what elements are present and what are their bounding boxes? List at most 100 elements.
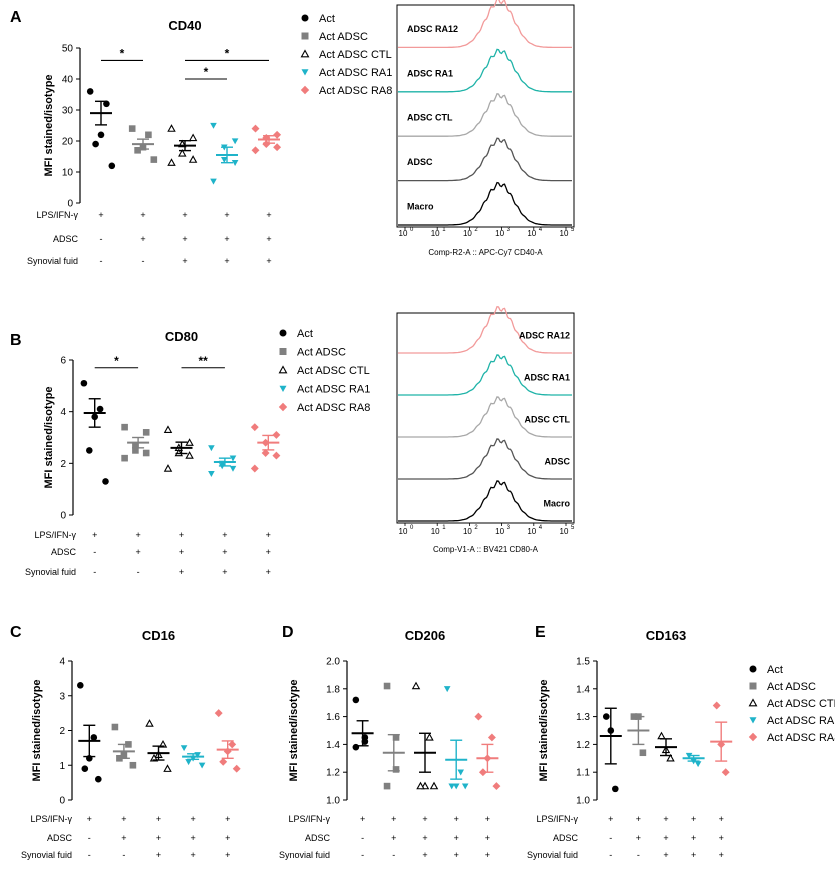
legend-marker — [300, 85, 310, 95]
condition-sign: + — [663, 814, 668, 824]
histogram-track-label: Macro — [543, 498, 570, 508]
legend-marker — [279, 385, 287, 392]
data-point — [97, 131, 105, 139]
condition-sign: - — [88, 833, 91, 843]
legend-label: Act ADSC — [319, 31, 368, 43]
data-point — [142, 429, 150, 436]
y-tick-label: 2.0 — [326, 657, 340, 668]
y-tick-label: 1.3 — [576, 712, 590, 723]
data-point — [180, 745, 188, 752]
data-point — [666, 753, 675, 762]
condition-sign: + — [719, 814, 724, 824]
condition-sign: + — [87, 814, 92, 824]
data-point — [448, 783, 455, 790]
histogram-tick-label: 10 — [463, 229, 472, 238]
histogram-trace — [398, 0, 572, 49]
data-point — [198, 762, 206, 769]
data-point — [214, 709, 223, 718]
data-point — [219, 757, 228, 766]
legend-label: Act ADSC RA1 — [767, 715, 835, 727]
significance-label: ** — [199, 354, 209, 368]
y-tick-label: 1.2 — [576, 740, 590, 751]
panel-letter-d: D — [282, 624, 294, 641]
condition-label: LPS/IFN-γ — [536, 814, 578, 824]
legend-label: Act ADSC RA8 — [297, 402, 370, 414]
condition-sign: - — [392, 850, 395, 860]
legend-marker — [749, 665, 757, 673]
data-point — [208, 471, 215, 477]
condition-label: Synovial fuid — [21, 850, 72, 860]
legend-marker — [748, 698, 758, 707]
histogram-tick-label: 10 — [495, 229, 504, 238]
data-point — [231, 138, 239, 145]
legend-panel-a: Act Act ADSC Act ADSC CTL Act ADSC RA1 Act A… — [300, 13, 392, 97]
condition-sign: + — [454, 814, 459, 824]
histogram-trace — [398, 438, 572, 480]
histogram-tick-exponent: 2 — [474, 525, 478, 531]
y-tick-label: 1.1 — [576, 768, 590, 779]
histogram-x-label: Comp-V1-A :: BV421 CD80-A — [433, 545, 539, 554]
condition-sign: + — [691, 850, 696, 860]
condition-label: Synovial fuid — [25, 567, 76, 577]
condition-label: ADSC — [305, 833, 331, 843]
data-point — [188, 133, 198, 142]
chart-cd163: CD163 1.0 1.1 1.2 1.3 1.4 1.5 MFI stained/isoty… — [527, 628, 733, 860]
data-point — [167, 124, 176, 132]
data-point — [121, 423, 128, 431]
histogram-frame — [396, 312, 575, 524]
data-point — [231, 160, 239, 166]
data-point — [352, 696, 360, 704]
chart-cd16: CD16 0 1 2 3 4 MFI stained/isotype LPS/IFN-γ + + +… — [21, 628, 241, 860]
chart-title: CD163 — [646, 628, 686, 643]
condition-sign: + — [225, 850, 230, 860]
condition-sign: + — [222, 547, 227, 557]
legend-marker — [301, 14, 309, 22]
data-point — [443, 686, 451, 693]
condition-sign: + — [222, 530, 227, 540]
data-point — [452, 783, 460, 790]
condition-sign: + — [121, 814, 126, 824]
condition-sign: + — [140, 234, 145, 244]
condition-label: LPS/IFN-γ — [30, 814, 72, 824]
histogram-tick-label: 10 — [431, 527, 440, 536]
data-point — [612, 785, 619, 793]
legend-marker — [749, 717, 757, 724]
histogram-tick-label: 10 — [560, 527, 569, 536]
data-point — [150, 156, 158, 163]
data-point — [188, 155, 198, 163]
significance-label: * — [114, 354, 119, 368]
data-point — [603, 713, 610, 720]
y-tick-label: 1.4 — [576, 684, 590, 695]
chart-title: CD40 — [168, 18, 201, 33]
condition-sign: - — [93, 567, 96, 577]
condition-sign: + — [636, 833, 641, 843]
histogram-track-label: ADSC — [544, 456, 570, 466]
condition-sign: + — [222, 567, 227, 577]
data-point — [392, 734, 400, 741]
data-point — [142, 449, 150, 457]
condition-sign: + — [135, 530, 140, 540]
data-point — [95, 775, 102, 783]
histogram-trace — [398, 480, 572, 522]
condition-label: ADSC — [553, 833, 579, 843]
legend-label: Act — [319, 13, 335, 25]
condition-sign: + — [691, 814, 696, 824]
histogram-track-label: ADSC RA1 — [524, 372, 570, 382]
condition-sign: + — [179, 547, 184, 557]
data-point — [229, 465, 237, 472]
data-point — [251, 146, 260, 155]
condition-sign: + — [719, 833, 724, 843]
legend-marker — [279, 329, 287, 337]
data-point — [694, 761, 702, 768]
condition-sign: + — [266, 547, 271, 557]
legend-marker — [278, 402, 288, 412]
data-point — [163, 764, 172, 772]
condition-sign: + — [266, 234, 271, 244]
condition-sign: + — [391, 814, 396, 824]
panel-letter-e: E — [535, 624, 546, 641]
data-point — [383, 682, 391, 690]
condition-sign: + — [224, 210, 229, 220]
y-axis-label: MFI stained/isotype — [288, 679, 300, 781]
condition-sign: + — [454, 833, 459, 843]
